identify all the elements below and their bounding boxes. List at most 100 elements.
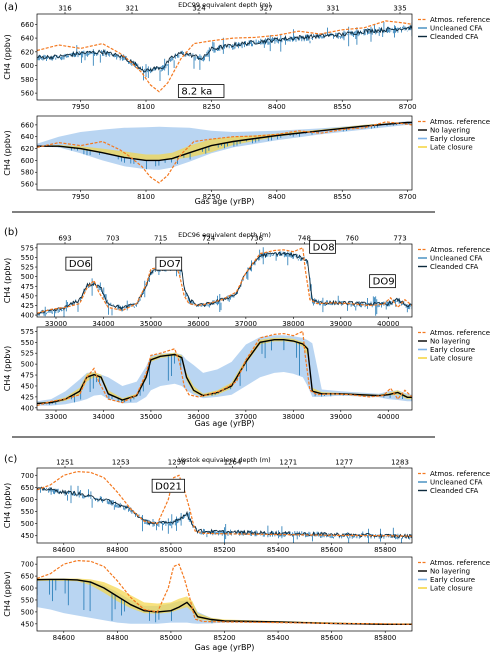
series-no-layering xyxy=(37,578,412,625)
legend-label: No layering xyxy=(430,127,470,135)
y-tick-label: 600 xyxy=(21,496,34,504)
top-axis-tick-label: 748 xyxy=(298,235,311,243)
y-tick-label: 425 xyxy=(21,302,34,310)
y-tick-label: 560 xyxy=(21,181,34,189)
x-tick-label: 38000 xyxy=(282,413,304,421)
annotation-label: DO6 xyxy=(69,259,91,270)
y-tick-label: 600 xyxy=(21,585,34,593)
series-atmos-reference xyxy=(37,246,412,314)
y-tick-label: 400 xyxy=(21,404,34,412)
legend-label: No layering xyxy=(430,568,470,576)
x-tick-label: 7950 xyxy=(72,103,90,111)
legend-label: Cleanded CFA xyxy=(430,487,479,495)
annotation-box xyxy=(369,274,396,289)
x-tick-label: 40000 xyxy=(377,320,399,328)
y-tick-label: 660 xyxy=(21,121,34,129)
x-tick-label: 36000 xyxy=(187,413,209,421)
plot-area xyxy=(37,20,412,93)
x-tick-label: 35000 xyxy=(140,413,162,421)
series-atmos-reference xyxy=(37,559,412,625)
x-tick-label: 36000 xyxy=(187,320,209,328)
y-tick-label: 650 xyxy=(21,484,34,492)
top-axis-tick-label: 724 xyxy=(202,235,216,243)
y-tick-label: 450 xyxy=(21,382,34,390)
x-tick-label: 85800 xyxy=(374,634,396,642)
y-tick-label: 400 xyxy=(21,312,34,320)
y-tick-label: 450 xyxy=(21,532,34,540)
y-tick-label: 600 xyxy=(21,62,34,70)
annotation-box xyxy=(177,84,225,98)
y-axis-label: CH4 (ppbv) xyxy=(3,34,12,79)
axes-frame xyxy=(36,115,413,191)
top-axis-tick-label: 316 xyxy=(58,5,72,13)
x-tick-label: 38000 xyxy=(282,320,304,328)
x-tick-label: 85000 xyxy=(160,634,182,642)
series-atmos-reference xyxy=(37,121,412,184)
x-tick-label: 37000 xyxy=(235,413,257,421)
legend-label: Atmos. reference xyxy=(430,559,490,567)
legend-label: Late closure xyxy=(430,585,473,593)
top-axis-tick-label: 1253 xyxy=(112,459,130,467)
y-tick-label: 700 xyxy=(21,472,34,480)
y-tick-label: 550 xyxy=(21,596,34,604)
y-axis-label: CH4 (ppbv) xyxy=(3,483,12,528)
x-tick-label: 85600 xyxy=(321,634,343,642)
plot-area xyxy=(37,559,412,625)
legend-label: Late closure xyxy=(430,355,473,363)
top-axis-tick-label: 1283 xyxy=(391,459,409,467)
x-tick-label: 8550 xyxy=(333,103,351,111)
top-axis-tick-label: 331 xyxy=(326,5,339,13)
band-early-closure xyxy=(37,578,412,625)
top-axis-tick-label: 1264 xyxy=(224,459,242,467)
series-cleaned-cfa xyxy=(37,251,412,315)
band-early-closure xyxy=(37,335,412,406)
y-tick-label: 700 xyxy=(21,561,34,569)
top-axis-label: Vostok equivalent depth (m) xyxy=(178,456,270,464)
y-axis-label: CH4 (ppbv) xyxy=(3,130,12,175)
y-tick-label: 580 xyxy=(21,76,34,84)
y-tick-label: 640 xyxy=(21,133,34,141)
legend-label: Late closure xyxy=(430,144,473,152)
panel-letter: (b) xyxy=(4,227,18,238)
plot-area xyxy=(37,121,412,184)
x-tick-label: 8400 xyxy=(268,103,286,111)
x-tick-label: 85000 xyxy=(160,546,182,554)
x-tick-label: 37000 xyxy=(235,320,257,328)
legend-label: Cleanded CFA xyxy=(430,263,479,271)
legend-label: Cleanded CFA xyxy=(430,33,479,41)
top-axis-tick-label: 1271 xyxy=(279,459,297,467)
y-tick-label: 450 xyxy=(21,292,34,300)
legend-label: Atmos. reference xyxy=(430,329,490,337)
legend-label: Early closure xyxy=(430,346,475,354)
series-uncleaned-cfa xyxy=(37,485,412,543)
y-tick-label: 550 xyxy=(21,339,34,347)
y-tick-label: 475 xyxy=(21,372,34,380)
y-tick-label: 500 xyxy=(21,608,34,616)
x-tick-label: 84600 xyxy=(53,546,75,554)
x-axis-label: Gas age (yrBP) xyxy=(195,197,255,206)
panel-letter: (a) xyxy=(4,2,18,13)
x-tick-label: 8700 xyxy=(399,193,417,201)
legend-label: No layering xyxy=(430,338,470,346)
y-tick-label: 640 xyxy=(21,35,34,43)
legend-label: Atmos. reference xyxy=(430,470,490,478)
top-axis-tick-label: 703 xyxy=(106,235,119,243)
y-tick-label: 500 xyxy=(21,520,34,528)
x-tick-label: 85200 xyxy=(213,546,235,554)
top-axis-tick-label: 773 xyxy=(393,235,406,243)
annotation-label: DO8 xyxy=(313,242,335,253)
x-tick-label: 33000 xyxy=(45,320,67,328)
top-axis-tick-label: 715 xyxy=(154,235,167,243)
annotation-label: D021 xyxy=(155,481,182,492)
legend-label: Atmos. reference xyxy=(430,246,490,254)
y-axis-label: CH4 (ppbv) xyxy=(3,258,12,303)
top-axis-label: EDC96 equivalent depth (m) xyxy=(178,231,271,239)
legend-label: Atmos. reference xyxy=(430,16,490,24)
axes-frame xyxy=(36,13,413,101)
top-axis-tick-label: 335 xyxy=(393,5,406,13)
x-tick-label: 85600 xyxy=(321,546,343,554)
legend-label: Uncleaned CFA xyxy=(430,25,483,33)
x-tick-label: 8100 xyxy=(137,193,155,201)
legend-label: Uncleaned CFA xyxy=(430,479,483,487)
